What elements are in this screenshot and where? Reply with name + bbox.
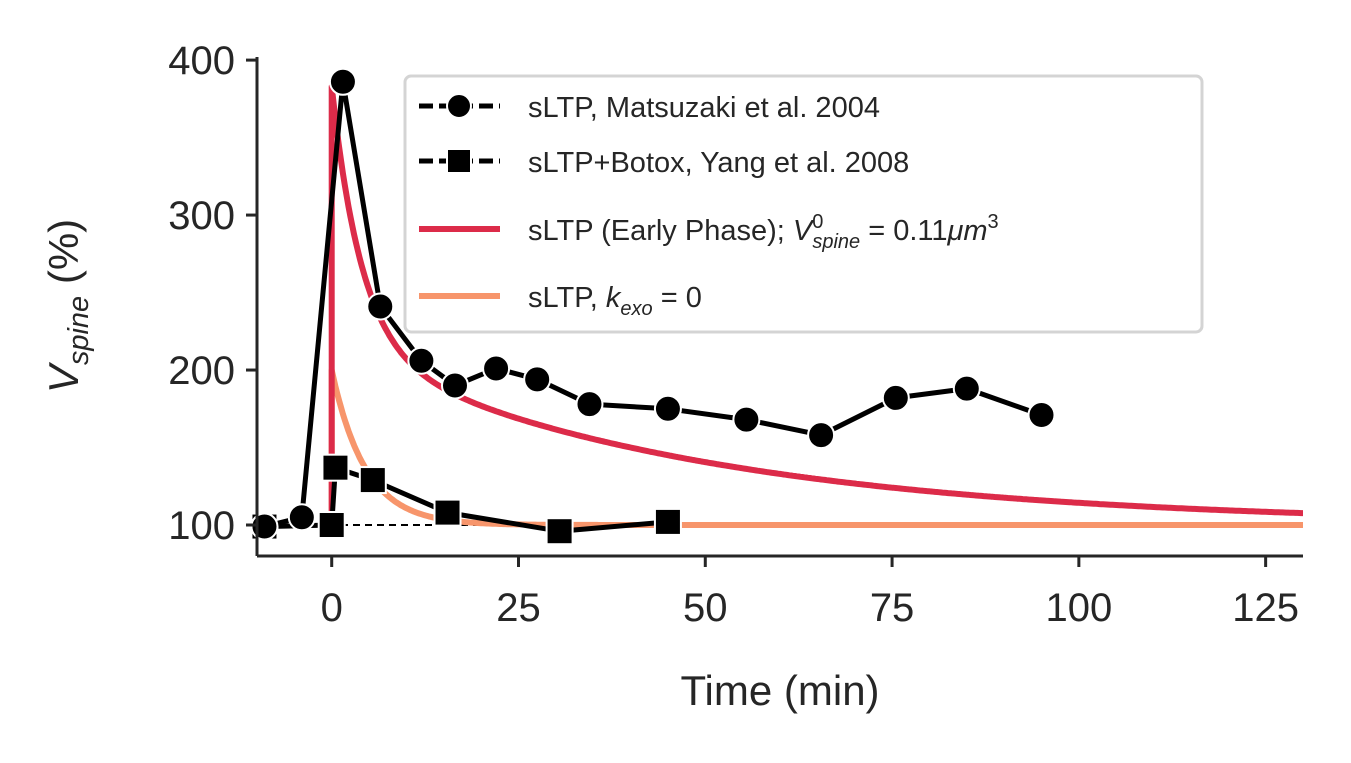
y-tick-label: 100	[168, 504, 235, 548]
legend: sLTP, Matsuzaki et al. 2004 sLTP+Botox, …	[403, 74, 1204, 334]
matsuzaki-point	[952, 374, 981, 403]
matsuzaki-point	[881, 383, 910, 412]
matsuzaki-point	[653, 394, 682, 423]
series-layer	[250, 67, 1305, 546]
x-tick-label: 100	[1045, 586, 1112, 630]
botox-point	[653, 507, 682, 536]
y-ticks: 100 200 300 400	[168, 39, 257, 548]
y-axis-title-rest: (%)	[40, 219, 87, 296]
legend-entry-early-phase: sLTP (Early Phase); V0 spine = 0.11μm3	[419, 211, 999, 253]
matsuzaki-point	[732, 405, 761, 434]
y-tick-label: 200	[168, 349, 235, 393]
plot-area	[250, 67, 1305, 546]
legend-label-early-phase-v: V	[793, 215, 815, 247]
matsuzaki-point	[807, 421, 836, 450]
legend-label-kexo: sLTP, kexo = 0	[528, 282, 702, 320]
matsuzaki-point	[1027, 400, 1056, 429]
matsuzaki-point	[366, 292, 395, 321]
botox-point	[321, 453, 350, 482]
legend-label-early-phase: sLTP (Early Phase); V0 spine = 0.11μm3	[528, 211, 999, 253]
legend-label-kexo-b: = 0	[653, 282, 702, 314]
matsuzaki-point	[287, 503, 316, 532]
x-tick-label: 0	[321, 586, 343, 630]
axes: 0 25 50 75 100 125 100 200 300 400	[168, 39, 1303, 630]
legend-label-early-phase-exp: 3	[988, 211, 999, 233]
legend-label-botox: sLTP+Botox, Yang et al. 2008	[528, 147, 909, 179]
botox-point	[545, 517, 574, 546]
series-early-phase-curve	[328, 83, 1305, 525]
matsuzaki-point	[328, 67, 357, 96]
legend-label-kexo-a: sLTP,	[528, 282, 606, 314]
legend-label-matsuzaki: sLTP, Matsuzaki et al. 2004	[528, 92, 880, 124]
legend-handle-matsuzaki-marker	[446, 93, 472, 119]
matsuzaki-point	[575, 390, 604, 419]
legend-label-kexo-sub: exo	[620, 298, 652, 320]
x-tick-label: 75	[870, 586, 915, 630]
legend-entry-kexo: sLTP, kexo = 0	[419, 282, 702, 320]
legend-label-kexo-k: k	[606, 282, 622, 314]
botox-point	[433, 498, 462, 527]
legend-label-early-phase-unit: μm	[946, 215, 987, 247]
y-axis-title-base: V	[40, 361, 87, 393]
matsuzaki-point	[250, 512, 279, 541]
legend-label-early-phase-b: = 0.11	[860, 215, 947, 247]
matsuzaki-point	[407, 346, 436, 375]
matsuzaki-point	[440, 371, 469, 400]
legend-box	[403, 74, 1204, 334]
y-tick-label: 400	[168, 39, 235, 83]
matsuzaki-point	[482, 354, 511, 383]
x-tick-label: 50	[683, 586, 728, 630]
x-tick-label: 125	[1232, 586, 1299, 630]
botox-point	[317, 511, 346, 540]
x-ticks: 0 25 50 75 100 125	[321, 556, 1299, 630]
legend-label-early-phase-a: sLTP (Early Phase);	[528, 215, 793, 247]
y-axis-title-sub: spine	[63, 296, 95, 365]
legend-entry-matsuzaki: sLTP, Matsuzaki et al. 2004	[419, 92, 880, 124]
x-tick-label: 25	[496, 586, 541, 630]
y-tick-label: 300	[168, 194, 235, 238]
legend-label-early-phase-sup: 0	[812, 211, 823, 233]
legend-handle-botox-marker	[446, 148, 472, 174]
matsuzaki-point	[523, 365, 552, 394]
botox-point	[358, 466, 387, 495]
legend-label-early-phase-sub: spine	[812, 231, 860, 253]
x-axis-title: Time (min)	[680, 667, 879, 714]
legend-entry-botox: sLTP+Botox, Yang et al. 2008	[419, 147, 909, 179]
y-axis-title: Vspine (%)	[40, 219, 95, 393]
series-kexo-zero-curve	[328, 367, 1305, 528]
